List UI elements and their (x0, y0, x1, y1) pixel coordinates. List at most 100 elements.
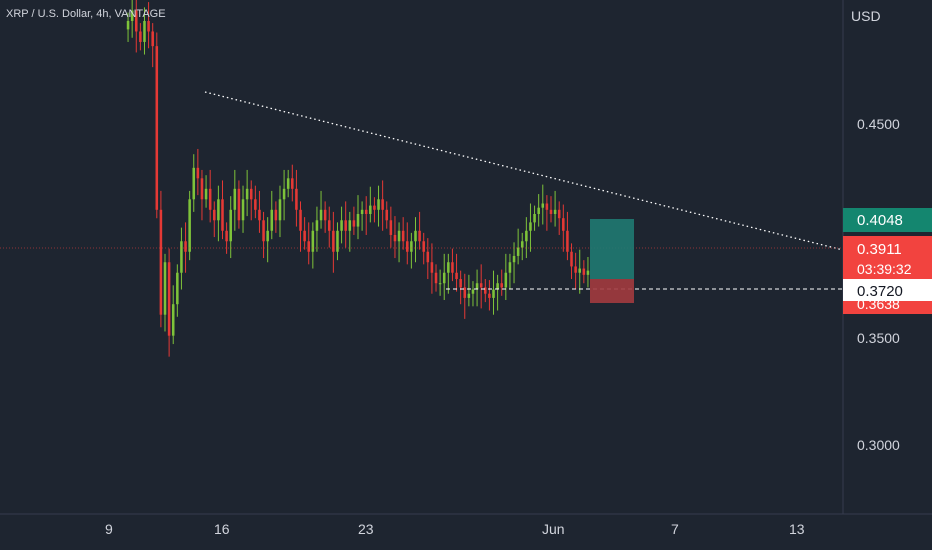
candle-body (254, 199, 257, 210)
candle-body (504, 272, 508, 288)
candle-body (545, 203, 549, 210)
candle-body (549, 209, 553, 214)
candle-body (171, 304, 175, 336)
candle-body (221, 199, 224, 231)
candle-body (455, 272, 458, 280)
candle-body (512, 255, 516, 263)
candle-body (196, 167, 200, 179)
current-price-tag-bg (843, 236, 932, 280)
candle-body (520, 241, 524, 248)
y-tick-label: 0.4500 (857, 116, 900, 132)
candle-body (208, 188, 212, 210)
candle-body (184, 241, 187, 252)
candle-body (393, 234, 397, 242)
support-price-tag-bg (843, 279, 932, 301)
candle-body (479, 283, 483, 288)
candle-body (352, 220, 356, 227)
candle-body (130, 10, 134, 21)
candle-body (323, 209, 327, 221)
candle-body (278, 199, 282, 221)
candle-body (582, 268, 586, 275)
candle-body (307, 241, 310, 252)
candlestick-series (126, 0, 590, 357)
candle-body (360, 209, 364, 214)
candle-body (167, 262, 171, 336)
candle-body (447, 262, 450, 273)
candle-body (163, 262, 167, 315)
candle-body (484, 287, 487, 294)
x-tick-label: 23 (358, 521, 374, 537)
candle-body (225, 230, 228, 242)
x-tick-label: Jun (542, 521, 565, 537)
candle-body (496, 283, 499, 290)
candle-body (508, 262, 512, 273)
candle-body (266, 230, 269, 242)
candle-body (389, 220, 393, 235)
candle-body (319, 209, 323, 221)
x-tick-label: 9 (105, 521, 113, 537)
candle-body (377, 199, 380, 210)
target-price-tag: 0.4048 (857, 212, 903, 229)
candle-body (381, 199, 384, 210)
symbol-label: XRP / U.S. Dollar, 4h, VANTAGE (6, 8, 166, 20)
candle-body (451, 262, 454, 273)
candle-body (442, 272, 446, 284)
target-price-tag-bg (843, 208, 932, 232)
support-price-tag: 0.3720 (857, 283, 903, 300)
candle-body (578, 268, 582, 273)
candle-body (529, 222, 532, 231)
candle-body (500, 283, 503, 288)
currency-label: USD (851, 8, 881, 24)
candle-body (348, 220, 352, 231)
candle-body (155, 46, 159, 210)
candle-body (459, 279, 462, 288)
candle-body (237, 188, 241, 221)
candle-body (241, 199, 245, 221)
candle-body (344, 220, 347, 231)
candle-body (159, 209, 163, 315)
candle-body (537, 207, 540, 214)
candle-body (418, 230, 421, 242)
candle-body (369, 205, 372, 214)
x-tick-label: 13 (789, 521, 805, 537)
candle-body (434, 272, 438, 284)
candle-countdown: 03:39:32 (857, 261, 912, 277)
candle-body (249, 188, 253, 200)
candle-body (147, 20, 150, 32)
candle-body (438, 283, 442, 285)
candle-body (180, 241, 183, 273)
target-zone[interactable] (590, 219, 634, 279)
candle-body (533, 213, 536, 223)
candle-body (492, 289, 495, 298)
candle-body (233, 188, 237, 210)
candle-body (311, 230, 315, 252)
candle-body (126, 20, 130, 30)
candle-body (204, 188, 208, 200)
candle-body (295, 188, 298, 210)
candle-body (151, 31, 154, 47)
candle-body (340, 220, 343, 231)
y-tick-label: 0.3500 (857, 330, 900, 346)
candle-body (430, 262, 434, 273)
candle-body (270, 209, 274, 231)
candle-body (336, 230, 339, 252)
candle-body (315, 220, 319, 231)
candle-body (176, 272, 179, 305)
current-price-tag: 0.3911 (857, 241, 902, 258)
candle-body (525, 230, 528, 242)
candle-body (373, 205, 376, 210)
candle-body (422, 241, 425, 252)
candle-body (574, 266, 577, 273)
candle-body (557, 209, 561, 219)
stop-zone[interactable] (590, 279, 634, 303)
candle-body (397, 230, 401, 242)
candle-body (467, 293, 471, 298)
descending-trendline[interactable] (204, 91, 844, 251)
candle-body (364, 209, 368, 214)
candle-body (426, 251, 430, 263)
candle-body (471, 289, 475, 294)
candle-body (258, 209, 261, 221)
candle-body (188, 199, 191, 252)
